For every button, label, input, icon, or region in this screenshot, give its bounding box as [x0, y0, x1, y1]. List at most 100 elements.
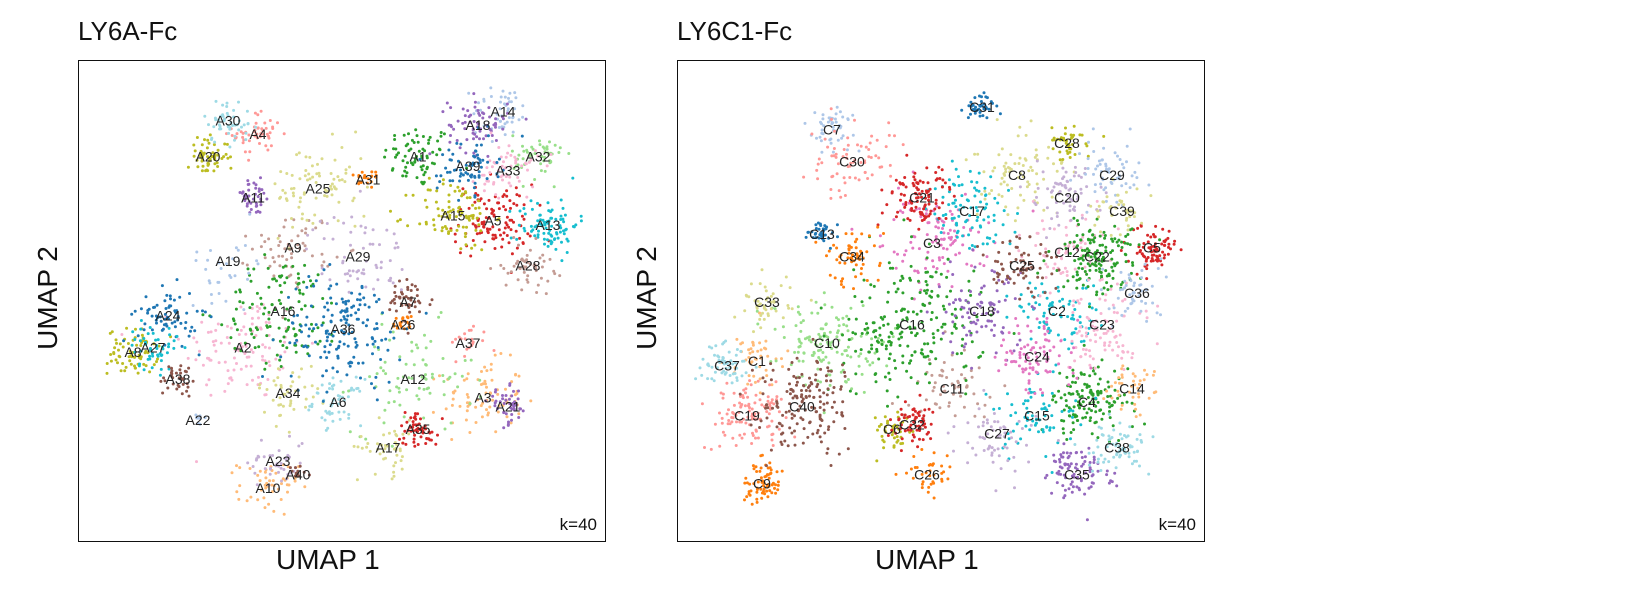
- data-point: [983, 403, 987, 407]
- data-point: [217, 361, 221, 365]
- data-point: [1085, 185, 1089, 189]
- data-point: [942, 246, 945, 250]
- data-point: [179, 371, 183, 375]
- data-point: [482, 97, 486, 101]
- data-point: [281, 265, 285, 269]
- data-point: [402, 415, 406, 419]
- data-point: [463, 232, 467, 235]
- cluster-a34: [258, 364, 325, 434]
- data-point: [198, 414, 202, 418]
- data-point: [434, 174, 438, 178]
- data-point: [415, 427, 419, 431]
- data-point: [154, 338, 158, 342]
- data-point: [1014, 411, 1018, 415]
- data-point: [373, 339, 377, 343]
- data-point: [841, 134, 845, 138]
- data-point: [370, 175, 373, 178]
- data-point: [780, 357, 783, 361]
- data-point: [827, 361, 831, 365]
- data-point: [918, 210, 922, 214]
- data-point: [909, 376, 913, 380]
- data-point: [799, 321, 803, 325]
- data-point: [1133, 383, 1137, 387]
- data-point: [219, 127, 223, 131]
- data-point: [1008, 252, 1011, 256]
- data-point: [415, 134, 419, 138]
- data-point: [756, 480, 760, 484]
- data-point: [926, 181, 930, 185]
- data-point: [239, 342, 243, 345]
- data-point: [1034, 148, 1038, 152]
- data-point: [401, 317, 405, 321]
- data-point: [1034, 421, 1038, 425]
- data-point: [110, 330, 114, 334]
- data-point: [210, 301, 214, 305]
- data-point: [931, 332, 935, 336]
- data-point: [994, 351, 998, 355]
- data-point: [300, 229, 304, 233]
- data-point: [456, 119, 460, 123]
- data-point: [296, 474, 300, 478]
- data-point: [442, 393, 446, 397]
- data-point: [995, 271, 999, 275]
- data-point: [263, 306, 267, 310]
- data-point: [768, 461, 772, 465]
- data-point: [1092, 400, 1096, 404]
- data-point: [1018, 172, 1022, 176]
- cluster-c6: [873, 410, 915, 463]
- data-point: [243, 199, 247, 203]
- data-point: [1088, 241, 1092, 245]
- data-point: [369, 180, 373, 184]
- data-point: [227, 341, 231, 345]
- data-point: [1085, 385, 1089, 389]
- data-point: [364, 324, 368, 328]
- data-point: [928, 362, 932, 366]
- data-point: [159, 359, 163, 363]
- data-point: [761, 484, 765, 488]
- data-point: [547, 231, 551, 235]
- data-point: [278, 264, 282, 268]
- data-point: [466, 109, 470, 113]
- data-point: [129, 362, 133, 366]
- data-point: [854, 332, 857, 336]
- data-point: [194, 358, 198, 362]
- data-point: [273, 182, 277, 186]
- cluster-a28: [489, 236, 562, 296]
- data-point: [278, 274, 281, 278]
- data-point: [298, 177, 302, 181]
- data-point: [565, 251, 569, 254]
- data-point: [1028, 428, 1032, 432]
- data-point: [136, 334, 140, 338]
- data-point: [440, 417, 444, 421]
- data-point: [272, 379, 276, 383]
- data-point: [267, 237, 271, 241]
- data-point: [475, 135, 479, 139]
- data-point: [373, 345, 377, 349]
- data-point: [408, 425, 412, 429]
- data-point: [1029, 119, 1033, 123]
- data-point: [237, 119, 241, 123]
- data-point: [846, 117, 850, 121]
- data-point: [219, 267, 223, 270]
- data-point: [440, 215, 444, 219]
- data-point: [277, 403, 281, 407]
- data-point: [506, 111, 509, 115]
- data-point: [867, 350, 871, 354]
- data-point: [476, 126, 480, 130]
- cluster-c14: [1102, 364, 1158, 419]
- data-point: [307, 354, 311, 358]
- data-point: [226, 324, 229, 328]
- data-point: [529, 152, 533, 156]
- data-point: [490, 134, 494, 137]
- data-point: [1077, 174, 1081, 178]
- data-point: [1070, 332, 1074, 336]
- data-point: [214, 118, 218, 122]
- data-point: [1015, 422, 1019, 426]
- data-point: [1117, 393, 1121, 397]
- data-point: [939, 393, 942, 397]
- data-point: [981, 420, 985, 424]
- data-point: [529, 199, 533, 203]
- data-point: [178, 295, 182, 299]
- data-point: [1032, 295, 1036, 299]
- data-point: [217, 118, 221, 122]
